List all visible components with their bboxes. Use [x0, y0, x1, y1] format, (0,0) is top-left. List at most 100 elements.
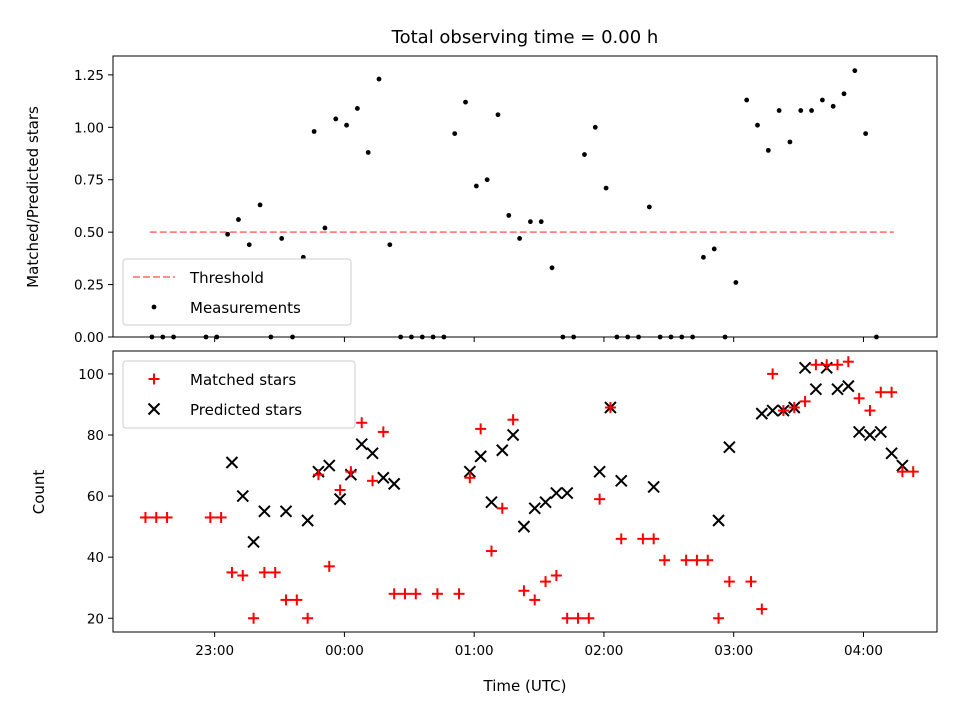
- predicted-stars-point: [766, 404, 779, 417]
- predicted-stars-point: [485, 495, 498, 509]
- measurement-point: [646, 204, 652, 210]
- predicted-stars-point: [593, 465, 606, 478]
- matched-stars-point: [875, 386, 887, 398]
- predicted-stars-point: [236, 489, 249, 503]
- predicted-stars-point: [874, 425, 887, 439]
- matched-stars-point: [788, 402, 800, 414]
- measurement-point: [776, 108, 782, 113]
- matched-stars-point: [204, 511, 216, 523]
- measurement-point: [819, 97, 825, 103]
- legend-predicted-label: Predicted stars: [190, 401, 302, 419]
- matched-stars-point: [485, 545, 497, 557]
- matched-stars-point: [723, 576, 735, 588]
- matched-stars-point: [388, 588, 400, 600]
- top-plot-frame: [112, 55, 938, 338]
- matched-stars-point: [356, 417, 368, 429]
- predicted-stars-point: [842, 379, 855, 393]
- measurement-point: [257, 202, 263, 208]
- matched-stars-point: [745, 576, 757, 588]
- predicted-stars-point: [247, 535, 260, 549]
- x-tick-label: 01:00: [455, 643, 494, 659]
- legend-predicted-swatch: [147, 402, 161, 416]
- measurement-point: [344, 122, 349, 128]
- measurement-point: [387, 242, 393, 248]
- predicted-stars-point: [615, 474, 628, 488]
- predicted-stars-point: [474, 450, 487, 463]
- measurement-point: [809, 108, 814, 113]
- matched-stars-point: [896, 466, 908, 478]
- measurement-point: [755, 122, 760, 128]
- matched-stars-point: [518, 585, 530, 597]
- top-y-axis-label: Matched/Predicted stars: [24, 106, 42, 288]
- predicted-stars-point: [506, 428, 520, 442]
- bottom-plot-frame: [112, 350, 938, 633]
- predicted-stars-point: [258, 505, 271, 518]
- x-tick-label: 00:00: [325, 643, 364, 659]
- matched-stars-point: [583, 612, 595, 624]
- x-tick-label: 02:00: [584, 643, 623, 659]
- matched-stars-point: [886, 386, 898, 398]
- measurement-point: [528, 219, 533, 225]
- predicted-stars-point: [755, 407, 769, 420]
- measurement-point: [701, 254, 706, 260]
- matched-stars-point: [291, 594, 303, 606]
- measurement-point: [744, 97, 750, 103]
- top-y-tick-label: 0.75: [74, 173, 104, 189]
- bottom-y-tick-label: 100: [78, 367, 104, 383]
- x-tick-label: 04:00: [844, 643, 883, 659]
- legend-matched-swatch: [148, 373, 160, 385]
- measurement-point: [765, 147, 771, 153]
- top-y-tick-label: 0.25: [74, 278, 104, 294]
- matched-stars-point: [864, 405, 876, 417]
- measurement-point: [592, 124, 598, 130]
- predicted-stars-point: [539, 495, 552, 509]
- bottom-legend-box: [122, 360, 356, 429]
- predicted-stars-point: [863, 428, 877, 442]
- matched-stars-point: [507, 414, 519, 426]
- legend-measurements-label: Measurements: [190, 299, 301, 317]
- matched-stars-point: [258, 566, 270, 578]
- predicted-stars-point: [723, 441, 736, 454]
- matched-stars-point: [323, 560, 335, 572]
- measurement-point: [538, 219, 544, 225]
- measurement-point: [376, 76, 382, 82]
- matched-stars-point: [367, 475, 379, 487]
- matched-stars-point: [431, 588, 443, 600]
- predicted-stars-point: [496, 444, 509, 457]
- matched-stars-point: [150, 511, 162, 523]
- predicted-stars-point: [809, 382, 823, 396]
- predicted-stars-point: [366, 447, 379, 460]
- matched-stars-point: [464, 472, 476, 484]
- legend-measurements-swatch: [151, 304, 157, 310]
- measurement-point: [852, 68, 858, 74]
- predicted-stars-point: [712, 514, 725, 527]
- predicted-stars-point: [463, 465, 477, 478]
- matched-stars-point: [540, 576, 552, 588]
- measurement-point: [236, 217, 241, 222]
- measurement-point: [452, 131, 458, 136]
- bottom-y-axis-label: Count: [30, 470, 48, 515]
- matched-stars-point: [756, 603, 768, 615]
- predicted-stars-point: [517, 520, 531, 533]
- predicted-stars-point: [528, 502, 541, 515]
- matched-stars-point: [842, 356, 854, 368]
- measurement-point: [841, 91, 847, 97]
- matched-stars-point: [572, 612, 584, 624]
- x-axis-label: Time (UTC): [483, 677, 567, 695]
- predicted-stars-point: [647, 480, 660, 494]
- bottom-legend: Matched stars Predicted stars: [122, 360, 356, 429]
- matched-stars-point: [853, 392, 865, 404]
- predicted-stars-point: [333, 492, 347, 506]
- matched-stars-point: [702, 554, 714, 566]
- measurement-point: [484, 177, 490, 183]
- matched-stars-point: [399, 588, 411, 600]
- matched-stars-point: [345, 466, 357, 478]
- measurement-point: [603, 185, 609, 191]
- measurement-point: [495, 112, 501, 118]
- matched-stars-point: [821, 359, 833, 371]
- matched-stars-point: [377, 426, 389, 438]
- matched-stars-point: [637, 533, 649, 545]
- matched-stars-point: [832, 359, 844, 371]
- matched-stars-point: [226, 566, 238, 578]
- measurement-point: [733, 280, 739, 285]
